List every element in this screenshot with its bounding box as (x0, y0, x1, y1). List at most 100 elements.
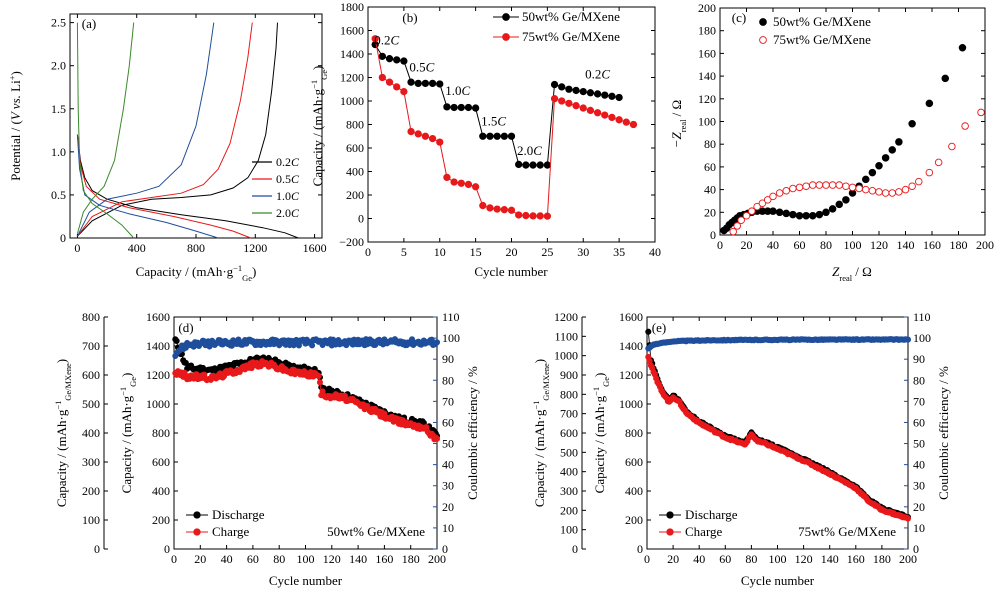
x-tick-label: 60 (719, 552, 731, 566)
data-point-c (815, 181, 824, 189)
data-point-b (371, 35, 379, 43)
data-point-b (385, 55, 394, 63)
data-point-b (601, 91, 609, 99)
data-point-c (881, 154, 890, 162)
x-tick-label: 1600 (303, 241, 327, 255)
legend-label-e: Charge (685, 524, 723, 539)
y-tick-label: 0 (164, 542, 170, 556)
y-tick-label: 40 (704, 183, 716, 197)
x-tick-label: 0 (171, 552, 177, 566)
panel-e: 0 20 40 60 80 100 120 140 160 180 2000200400600800… (531, 310, 951, 588)
x-tick-label: 20 (667, 552, 679, 566)
x-tick-label: 20 (194, 552, 206, 566)
data-point-b (593, 90, 602, 98)
data-point-b (400, 57, 408, 65)
data-point-c (802, 182, 810, 190)
y-tick-label: 1200 (340, 71, 364, 85)
x-tick-label: 40 (767, 238, 779, 252)
data-point-d (316, 379, 324, 386)
data-point-b (443, 173, 451, 182)
x-tick-label: 120 (323, 552, 341, 566)
data-point-b (615, 93, 623, 102)
y-tick-label: 20 (704, 205, 716, 219)
data-point-c (733, 222, 741, 230)
x-tick-label: 160 (847, 552, 865, 566)
outer-y-tick-label: 300 (82, 455, 100, 469)
outer-y-tick-label: 100 (560, 523, 578, 537)
right-y-tick-label: 0 (442, 542, 448, 556)
data-point-d (433, 339, 441, 346)
data-point-b (529, 212, 537, 220)
x-tick-label: 140 (897, 238, 915, 252)
data-point-b (457, 179, 465, 187)
data-point-b (464, 103, 473, 112)
legend-label-c: 50wt% Ge/MXene (773, 14, 871, 29)
x-tick-label: 140 (821, 552, 839, 566)
data-point-e (904, 515, 912, 522)
y-tick-label: 1200 (146, 368, 170, 382)
data-point-b (601, 111, 609, 119)
x-tick-label: 25 (541, 245, 553, 259)
data-point-c (842, 182, 850, 190)
y-tick-label: 1200 (619, 368, 643, 382)
data-point-b (608, 92, 616, 100)
legend-marker-c (759, 36, 767, 44)
curve-discharge-0.5 (76, 134, 251, 239)
x-tick-label: 60 (794, 238, 806, 252)
outer-y-tick-label: 1200 (554, 310, 578, 324)
outer-y-tick-label: 0 (572, 542, 578, 556)
y-tick-label: 0 (60, 231, 66, 245)
data-point-b (428, 134, 437, 143)
data-point-c (881, 189, 890, 197)
panel-label-d: (d) (178, 320, 193, 335)
panel-label-c: (c) (732, 10, 746, 25)
data-point-b (500, 132, 508, 140)
data-point-c (908, 120, 916, 128)
right-y-tick-label: 50 (442, 437, 454, 451)
data-point-c (895, 138, 903, 146)
data-point-c (763, 196, 772, 204)
data-point-d (315, 372, 322, 379)
y-tick-label: 2.0 (51, 59, 66, 73)
right-y-tick-label: 10 (913, 521, 925, 535)
panel-d: 0 20 40 60 80 100 120 140 160 180 2000200400600800… (53, 310, 480, 588)
data-point-b (393, 56, 401, 64)
y-tick-label: 120 (698, 92, 716, 106)
series-line-e (647, 331, 909, 519)
outer-y-tick-label: 1000 (554, 349, 578, 363)
y-tick-label: −200 (339, 235, 364, 249)
y-tick-label: 400 (346, 165, 364, 179)
data-point-b (486, 132, 494, 140)
x-tick-label: 0 (74, 241, 80, 255)
right-y-tick-label: 20 (913, 500, 925, 514)
annotation-d: 50wt% Ge/MXene (327, 524, 425, 539)
data-point-b (378, 73, 386, 82)
x-tick-label: 40 (693, 552, 705, 566)
data-point-c (948, 142, 956, 151)
y-tick-label: 600 (625, 455, 643, 469)
x-tick-label: 200 (899, 552, 917, 566)
y-tick-label: 600 (346, 141, 364, 155)
data-point-c (842, 196, 850, 204)
right-y-tick-label: 80 (913, 373, 925, 387)
right-y-tick-label: 60 (913, 415, 925, 429)
data-point-b (572, 86, 580, 95)
right-y-tick-label: 60 (442, 415, 454, 429)
data-point-c (782, 186, 791, 195)
data-point-b (522, 161, 530, 169)
right-y-tick-label: 40 (442, 458, 454, 472)
data-point-c (742, 211, 751, 220)
data-point-c (789, 210, 797, 219)
data-point-c (888, 189, 897, 197)
curve-discharge-1.0 (76, 134, 219, 239)
data-point-b (543, 161, 552, 169)
y-axis-label-b: Capacity / (mAh·g−1Ge) (309, 66, 329, 187)
x-tick-label: 35 (613, 245, 625, 259)
right-y-tick-label: 40 (913, 458, 925, 472)
legend-marker-d (193, 528, 201, 536)
x-tick-label: 200 (976, 238, 994, 252)
data-point-b (507, 206, 516, 214)
data-point-b (493, 205, 501, 213)
y-tick-label: 160 (698, 46, 716, 60)
y-tick-label: 1000 (340, 94, 364, 108)
